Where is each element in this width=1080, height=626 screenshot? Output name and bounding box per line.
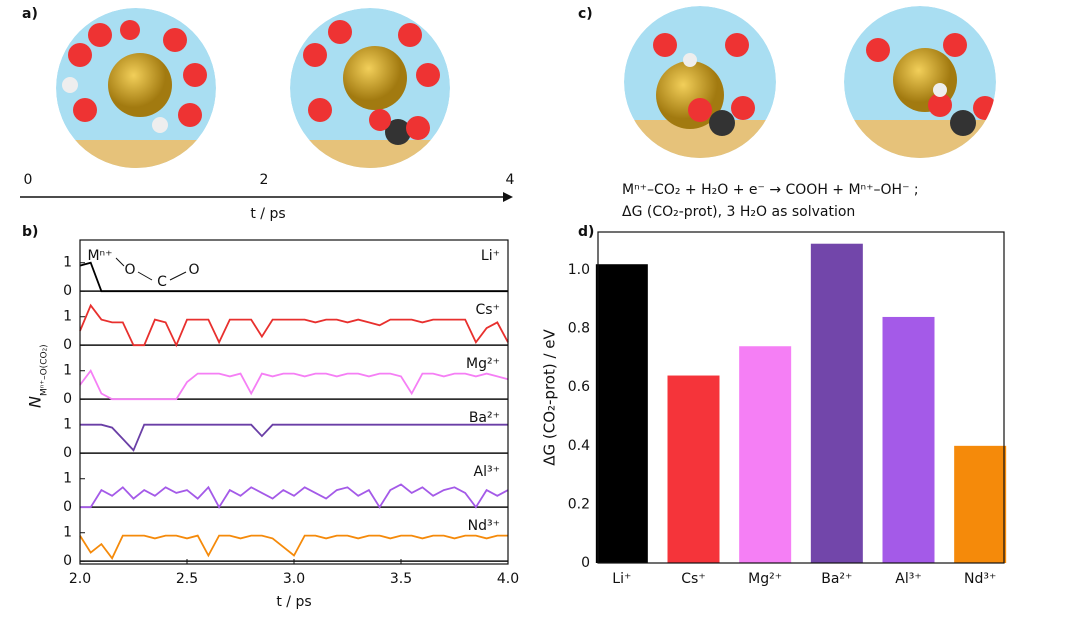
x-tick-label: Nd³⁺: [964, 571, 996, 587]
x-tick-label: 3.5: [390, 571, 412, 587]
panel-label: a): [22, 6, 38, 22]
series-line: [79, 368, 509, 401]
y-tick-label: 1: [63, 471, 72, 487]
y-tick-label: 0: [63, 445, 72, 461]
y-axis-label-sub: Mⁿ⁺–O(CO₂): [40, 344, 50, 396]
timeline-tick: 0: [24, 172, 33, 188]
y-tick-label: 1: [63, 417, 72, 433]
series-line: [79, 534, 508, 561]
series-label: Al³⁺: [474, 464, 500, 480]
x-axis-label: t / ps: [276, 594, 311, 610]
series-line: [79, 303, 509, 348]
series-label: Cs⁺: [476, 302, 500, 318]
plot-frame: [79, 239, 509, 565]
y-tick-label: 0: [63, 391, 72, 407]
bar: [882, 316, 935, 563]
series-label: Mg²⁺: [466, 356, 500, 372]
annotation: O: [188, 262, 199, 278]
series-line: [79, 261, 508, 293]
annotation: Mⁿ⁺: [87, 248, 112, 264]
y-tick-label: 0.2: [568, 496, 590, 512]
timeline-label: t / ps: [250, 206, 285, 222]
bar: [667, 375, 720, 563]
timeline-tick: 4: [506, 172, 515, 188]
y-tick-label: 0: [63, 283, 72, 299]
y-tick-label: 0: [63, 499, 72, 515]
x-tick-label: 4.0: [497, 571, 519, 587]
x-tick-label: 2.0: [69, 571, 91, 587]
y-tick-label: 0: [581, 555, 590, 571]
plot-frame: [597, 231, 1005, 564]
reaction-text: Mⁿ⁺–CO₂ + H₂O + e⁻ → COOH + Mⁿ⁺–OH⁻ ;: [622, 182, 919, 198]
y-tick-label: 0: [63, 337, 72, 353]
y-tick-label: 1.0: [568, 262, 590, 278]
series-label: Nd³⁺: [468, 518, 500, 534]
y-axis-label: N: [26, 396, 45, 408]
y-axis-label: ΔG (CO₂-prot) / eV: [541, 328, 559, 465]
y-tick-label: 1: [63, 255, 72, 271]
bar: [739, 346, 792, 563]
x-tick-label: Mg²⁺: [748, 571, 782, 587]
bar: [595, 264, 648, 563]
panel-label: b): [22, 224, 38, 240]
annotation-bonds: [115, 257, 187, 281]
bar: [954, 445, 1007, 563]
y-tick-label: 1: [63, 309, 72, 325]
x-tick-label: Al³⁺: [895, 571, 921, 587]
panel-label: c): [578, 6, 593, 22]
y-tick-label: 0.6: [568, 379, 590, 395]
y-tick-label: 0.4: [568, 438, 590, 454]
panel-label: d): [578, 224, 594, 240]
x-tick-label: Li⁺: [612, 571, 631, 587]
series-line: [80, 483, 509, 509]
y-tick-label: 0.8: [568, 321, 590, 337]
annotation: O: [124, 262, 135, 278]
series-label: Ba²⁺: [469, 410, 500, 426]
timeline-tick: 2: [260, 172, 269, 188]
x-tick-label: 3.0: [283, 571, 305, 587]
bar: [810, 243, 863, 564]
y-tick-label: 0: [63, 553, 72, 569]
timeline-arrow: [503, 192, 513, 202]
series-label: Li⁺: [481, 248, 500, 264]
x-tick-label: 2.5: [176, 571, 198, 587]
y-tick-label: 1: [63, 363, 72, 379]
x-tick-label: Ba²⁺: [821, 571, 852, 587]
illustration: [56, 6, 996, 168]
annotation: C: [157, 274, 167, 290]
y-tick-label: 1: [63, 525, 72, 541]
reaction-text: ΔG (CO₂-prot), 3 H₂O as solvation: [622, 204, 855, 220]
x-tick-label: Cs⁺: [681, 571, 705, 587]
series-line: [80, 423, 508, 452]
